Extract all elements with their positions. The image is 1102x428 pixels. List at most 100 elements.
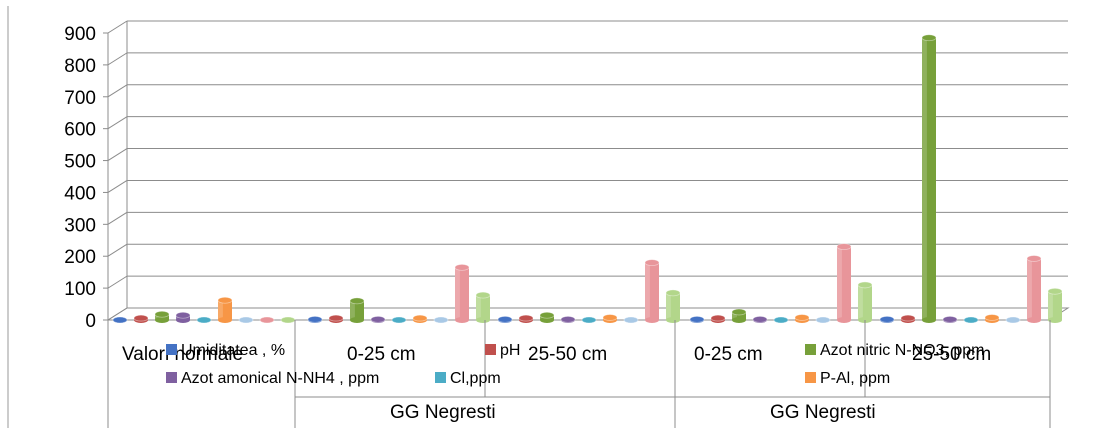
bar-top — [665, 289, 681, 297]
legend-label: Azot amonical N-NH4 , ppm — [181, 370, 379, 387]
bar-body — [645, 262, 659, 320]
bar-highlight — [476, 295, 481, 320]
bar — [1047, 287, 1063, 323]
bar-top — [328, 314, 344, 322]
bar-top — [581, 316, 597, 324]
bar-highlight — [858, 284, 863, 320]
bar — [133, 314, 149, 323]
gridline-depth — [107, 52, 128, 66]
bar — [370, 315, 386, 323]
bar-base — [350, 317, 364, 323]
bar-top — [1047, 287, 1063, 295]
bar-top — [217, 296, 233, 304]
bar — [412, 314, 428, 323]
gridline-depth — [107, 275, 128, 289]
bar — [794, 314, 810, 323]
bar-body — [1048, 291, 1062, 320]
bar-base — [732, 317, 746, 323]
gridline-depth — [107, 148, 128, 161]
legend-item: Azot nitric N-NO3, ppm — [805, 342, 984, 359]
bar-top — [963, 316, 979, 324]
x-group-label: GG Negresti — [390, 402, 496, 423]
bar — [196, 316, 212, 324]
bar-highlight — [732, 312, 737, 320]
bar-top — [133, 314, 149, 322]
bar — [238, 316, 254, 324]
bar-top — [942, 315, 958, 323]
bar — [1005, 316, 1021, 324]
bar-base — [155, 317, 169, 323]
bar — [665, 289, 681, 323]
bar — [259, 316, 275, 324]
bar-highlight — [350, 300, 355, 320]
bar-top — [412, 314, 428, 322]
legend-label: Azot nitric N-NO3, ppm — [820, 342, 984, 359]
bar-base — [645, 317, 659, 323]
bar-highlight — [1027, 258, 1032, 320]
legend-swatch — [435, 372, 446, 383]
bar-base — [666, 317, 680, 323]
legend: Umiditatea , % pH Azot nitric N-NO3, ppm Az… — [166, 342, 984, 387]
bar-highlight — [218, 300, 223, 320]
legend-item: P-Al, ppm — [805, 370, 890, 387]
legend-item: Umiditatea , % — [166, 342, 285, 359]
legend-swatch — [805, 372, 816, 383]
bar-highlight — [645, 262, 650, 320]
bar-top — [196, 316, 212, 324]
bar-body — [350, 300, 364, 320]
bar — [581, 316, 597, 324]
bar-body — [732, 312, 746, 320]
gridline-depth — [107, 20, 128, 34]
bar — [475, 291, 491, 323]
bar-base — [476, 317, 490, 323]
bar — [921, 34, 937, 323]
bar — [433, 316, 449, 324]
bar-base — [837, 317, 851, 323]
bar-highlight — [455, 267, 460, 320]
bar-top — [307, 315, 323, 323]
bar — [217, 296, 233, 323]
bar-top — [259, 316, 275, 324]
gridline-depth — [107, 211, 128, 225]
bar-top — [1026, 255, 1042, 262]
bar-top — [370, 315, 386, 323]
bar-body — [455, 267, 469, 320]
y-axis: 0 100 200 300 400 500 600 700 800 900 — [64, 24, 109, 332]
bar-base — [455, 317, 469, 323]
bar-top — [773, 316, 789, 324]
bar-body — [1027, 258, 1041, 320]
bar-top — [349, 297, 365, 305]
bar — [773, 316, 789, 324]
bar-body — [476, 295, 490, 320]
bar — [900, 314, 916, 323]
bar-highlight — [540, 315, 545, 320]
bar-base — [1048, 317, 1062, 323]
bar-top — [154, 310, 170, 318]
bar — [560, 315, 576, 323]
legend-label: P-Al, ppm — [820, 370, 890, 387]
x-group-label: GG Negresti — [770, 402, 876, 423]
bar-top — [433, 316, 449, 324]
bar — [497, 315, 513, 323]
bar-top — [752, 315, 768, 323]
bar-base — [922, 317, 936, 323]
bar-top — [921, 34, 937, 42]
bar — [963, 316, 979, 324]
bar-top — [391, 316, 407, 324]
bar — [454, 263, 470, 323]
bar — [1026, 255, 1042, 323]
gridline-depth — [107, 243, 128, 257]
y-tick-label: 200 — [64, 247, 96, 268]
bar-body — [858, 284, 872, 320]
y-tick-label: 900 — [64, 24, 96, 45]
x-category-label: 25-50 cm — [912, 344, 991, 365]
x-category-label: Valori normale — [122, 344, 243, 365]
legend-label: Umiditatea , % — [181, 342, 285, 359]
bar-highlight — [176, 315, 181, 320]
bar — [175, 311, 191, 323]
bar-top — [879, 315, 895, 323]
bar-top — [984, 314, 1000, 321]
bar-highlight — [837, 246, 842, 320]
bar — [710, 314, 726, 323]
